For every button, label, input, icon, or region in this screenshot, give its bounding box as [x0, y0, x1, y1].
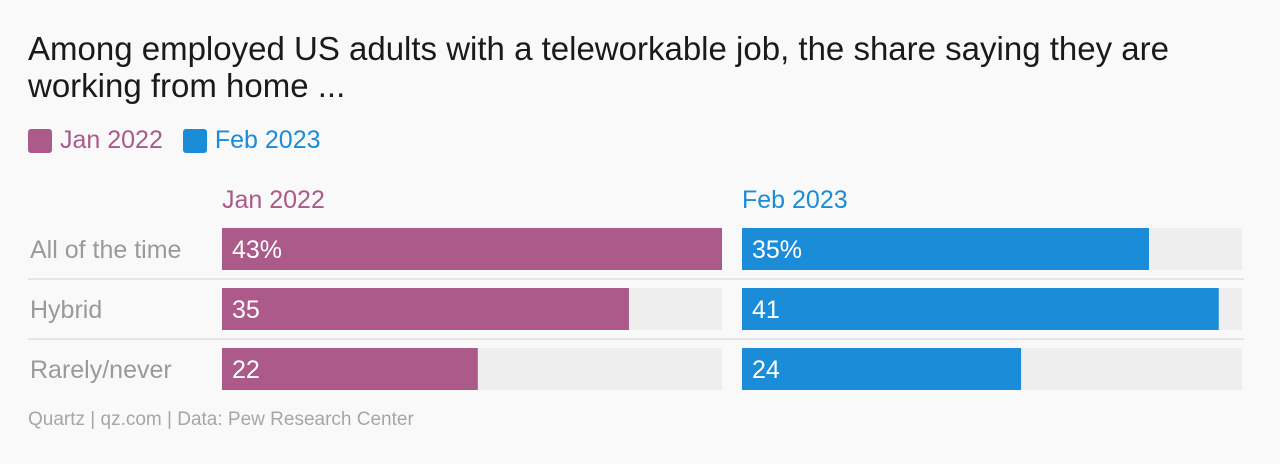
bar [222, 228, 722, 270]
bar-value-label: 35% [752, 236, 802, 264]
bar-value-label: 43% [232, 236, 282, 264]
legend-swatch-feb-2023 [182, 128, 207, 153]
bar-value-label: 35 [232, 296, 260, 324]
chart-title: Among employed US adults with a telework… [28, 30, 1169, 104]
legend-item-jan-2022: Jan 2022 [28, 126, 163, 155]
legend-label-jan-2022: Jan 2022 [60, 126, 163, 154]
panel-header: Feb 2023 [742, 186, 848, 214]
category-label: Rarely/never [30, 356, 172, 384]
legend-item-feb-2023: Feb 2023 [182, 126, 321, 155]
bar [222, 348, 478, 390]
bar-value-label: 22 [232, 356, 260, 384]
bar [742, 228, 1149, 270]
bar [222, 288, 629, 330]
legend-swatch-jan-2022 [28, 128, 52, 153]
bar [742, 288, 1219, 330]
category-label: All of the time [30, 236, 181, 264]
category-label: Hybrid [30, 296, 102, 324]
legend-label-feb-2023: Feb 2023 [214, 126, 321, 154]
source-note: Quartz | qz.com | Data: Pew Research Cen… [28, 409, 414, 430]
legend: Jan 2022 Feb 2023 [28, 126, 321, 155]
bar [742, 348, 1022, 390]
bar-value-label: 24 [752, 356, 780, 384]
bar-value-label: 41 [752, 296, 780, 324]
panel-header: Jan 2022 [222, 186, 325, 214]
